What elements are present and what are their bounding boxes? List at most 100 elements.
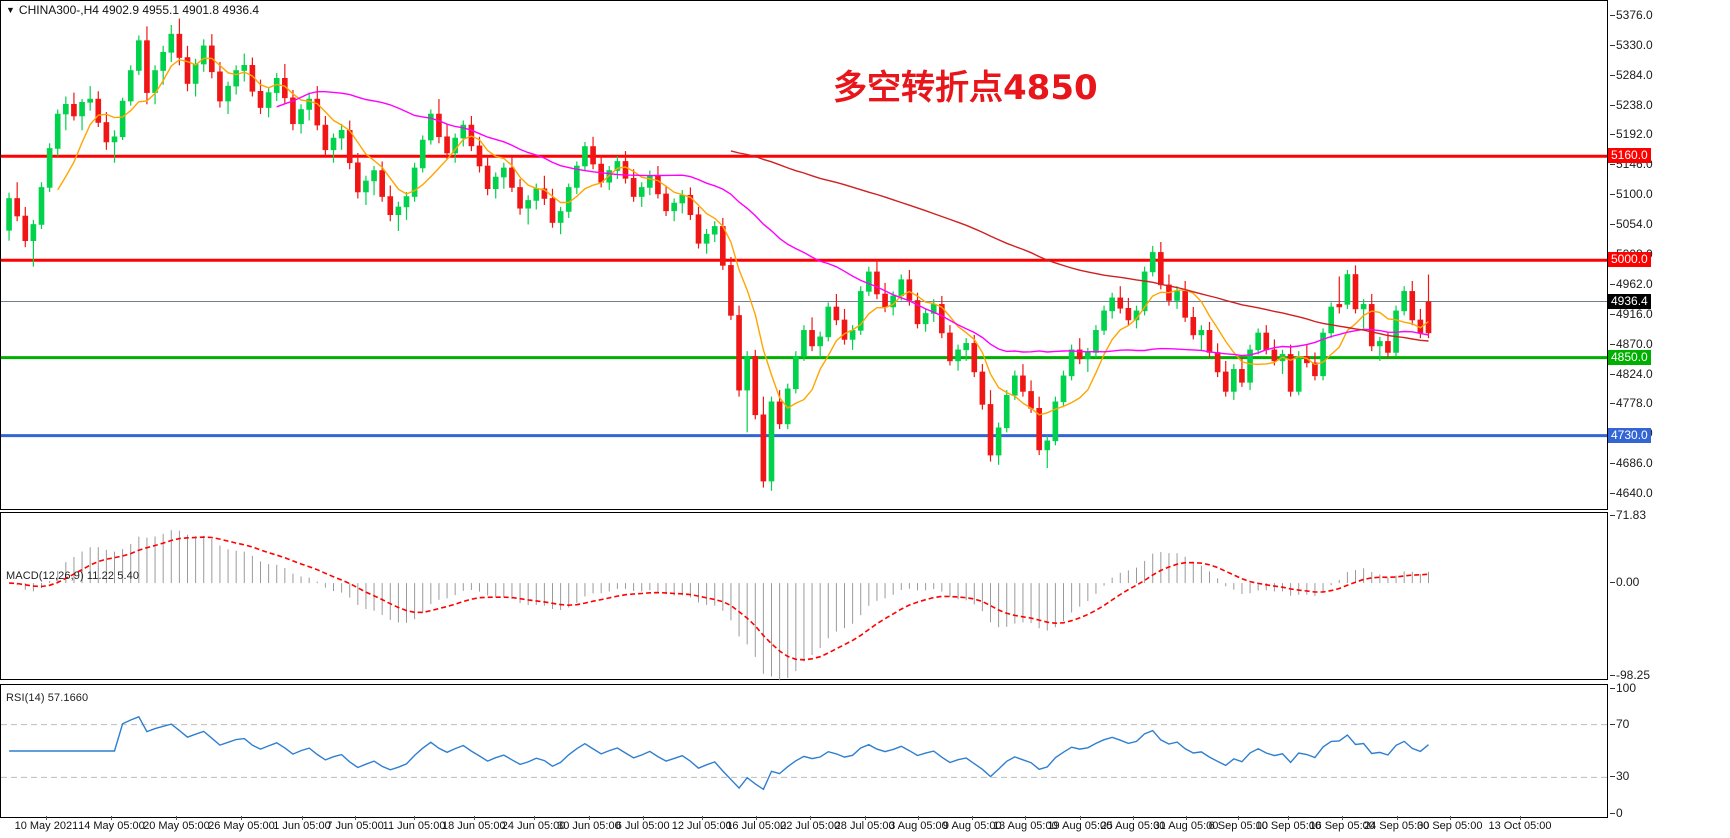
time-tick-20 (1185, 816, 1187, 820)
time-tick-2 (176, 816, 178, 820)
macd-series-layer (9, 530, 1429, 681)
time-label-15: 3 Aug 05:00 (889, 820, 948, 832)
time-label-20: 31 Aug 05:00 (1153, 820, 1219, 832)
time-tick-17 (1025, 816, 1027, 820)
chart-annotation-text: 多空转折点4850 (833, 68, 1098, 108)
macd-tick-71.83: 71.83 (1609, 508, 1647, 522)
price-tick-5100: 5100.0 (1610, 187, 1653, 202)
price-tag-support-4850[interactable]: 4850.0 (1608, 349, 1651, 365)
time-tick-5 (355, 816, 357, 820)
time-label-14: 28 Jul 05:00 (834, 820, 895, 832)
time-tick-9 (588, 816, 590, 820)
time-tick-19 (1132, 816, 1134, 820)
time-tick-16 (972, 816, 974, 820)
time-label-7: 18 Jun 05:00 (442, 820, 506, 832)
price-tick-4916: 4916.0 (1610, 306, 1653, 321)
time-tick-24 (1396, 816, 1398, 820)
rsi-tick-100: 100 (1609, 681, 1637, 695)
ma-long-red-line (730, 150, 1429, 342)
rsi-axis-scale[interactable]: 100 70 30 0 (1608, 681, 1730, 820)
time-tick-14 (864, 816, 866, 820)
price-tick-5376: 5376.0 (1610, 7, 1653, 22)
price-tick-5192: 5192.0 (1610, 127, 1653, 142)
price-tick-5054: 5054.0 (1610, 217, 1653, 232)
time-label-5: 7 Jun 05:00 (326, 820, 384, 832)
price-series-layer (1, 18, 1607, 491)
price-tick-5330: 5330.0 (1610, 37, 1653, 52)
chart-header: ▼ CHINA300-,H4 4902.9 4955.1 4901.8 4936.… (6, 3, 259, 17)
price-tick-4824: 4824.0 (1610, 366, 1653, 381)
time-label-19: 25 Aug 05:00 (1100, 820, 1166, 832)
price-tag-floor-4730[interactable]: 4730.0 (1608, 427, 1651, 443)
time-label-21: 6 Sep 05:00 (1208, 820, 1268, 832)
price-tick-4640: 4640.0 (1610, 486, 1653, 501)
macd-tick--98.25: -98.25 (1609, 668, 1651, 682)
macd-label: MACD(12,26,9) 11.22 5.40 (6, 570, 140, 582)
rsi-label: RSI(14) 57.1660 (6, 692, 89, 704)
time-label-16: 9 Aug 05:00 (942, 820, 1002, 832)
time-tick-4 (301, 816, 303, 820)
macd-signal-line (9, 536, 1429, 661)
price-tick-4686: 4686.0 (1610, 456, 1653, 471)
collapse-caret-icon[interactable]: ▼ (6, 5, 15, 15)
time-tick-21 (1238, 816, 1240, 820)
time-tick-10 (642, 816, 644, 820)
macd-axis-scale[interactable]: 71.83 0.00 -98.25 (1608, 508, 1730, 682)
price-tick-4962: 4962.0 (1610, 276, 1653, 291)
time-tick-8 (533, 816, 535, 820)
time-label-10: 6 Jul 05:00 (615, 820, 670, 832)
macd-histogram (16, 530, 1429, 681)
time-tick-22 (1288, 816, 1290, 820)
price-tick-5238: 5238.0 (1610, 97, 1653, 112)
rsi-panel[interactable] (0, 684, 1608, 818)
time-tick-11 (701, 816, 703, 820)
time-label-0: 10 May 2021 (14, 820, 79, 832)
time-tick-0 (46, 816, 48, 820)
time-label-2: 20 May 05:00 (143, 820, 210, 832)
time-label-6: 11 Jun 05:00 (382, 820, 446, 832)
rsi-tick-70: 70 (1609, 716, 1630, 731)
ma-short-orange-line (57, 57, 1429, 416)
price-tick-4778: 4778.0 (1610, 396, 1653, 411)
time-tick-26 (1520, 816, 1521, 820)
time-label-22: 10 Sep 05:00 (1255, 820, 1322, 832)
macd-panel[interactable] (0, 512, 1608, 681)
time-label-1: 14 May 05:00 (78, 820, 145, 832)
price-tag-resistance-5160[interactable]: 5160.0 (1608, 148, 1651, 164)
time-label-13: 22 Jul 05:00 (780, 820, 841, 832)
price-tick-4870: 4870.0 (1610, 336, 1653, 351)
time-label-17: 13 Aug 05:00 (992, 820, 1058, 832)
time-label-12: 16 Jul 05:00 (726, 820, 787, 832)
macd-tick-0: 0.00 (1609, 575, 1640, 590)
time-label-9: 30 Jun 05:00 (557, 820, 621, 832)
candlestick-series (6, 18, 1432, 491)
time-tick-23 (1342, 816, 1344, 820)
time-label-4: 1 Jun 05:00 (273, 820, 331, 832)
price-tag-current-price-4936[interactable]: 4936.4 (1608, 293, 1651, 309)
time-tick-13 (810, 816, 812, 820)
time-label-25: 30 Sep 05:00 (1417, 820, 1483, 832)
time-tick-1 (111, 816, 113, 820)
rsi-tick-30: 30 (1609, 769, 1630, 784)
time-axis[interactable]: 10 May 2021 14 May 05:00 20 May 05:00 26 Ma… (0, 816, 1730, 838)
time-label-11: 12 Jul 05:00 (671, 820, 732, 832)
rsi-tick-0: 0 (1610, 806, 1623, 820)
time-label-8: 24 Jun 05:00 (501, 820, 566, 832)
time-tick-3 (241, 816, 243, 820)
price-tag-resistance-5000[interactable]: 5000.0 (1608, 252, 1651, 268)
price-axis-scale[interactable]: 5376.0 5330.0 5284.0 5238.0 5192.0 5146.0 5100… (1608, 0, 1730, 510)
rsi-series-layer (1, 715, 1607, 791)
price-tick-5284: 5284.0 (1610, 67, 1653, 82)
time-label-24: 24 Sep 05:00 (1363, 820, 1430, 832)
time-label-23: 16 Sep 05:00 (1309, 820, 1375, 832)
ma-medium-magenta-line (276, 91, 1429, 357)
time-tick-18 (1079, 816, 1081, 820)
time-label-3: 26 May 05:00 (208, 820, 275, 832)
time-tick-6 (414, 816, 416, 820)
rsi-line (9, 715, 1429, 791)
time-tick-12 (756, 816, 758, 820)
time-tick-15 (918, 816, 920, 820)
symbol-ohlc-text: CHINA300-,H4 4902.9 4955.1 4901.8 4936.4 (18, 3, 260, 17)
price-chart-panel[interactable] (0, 0, 1608, 510)
